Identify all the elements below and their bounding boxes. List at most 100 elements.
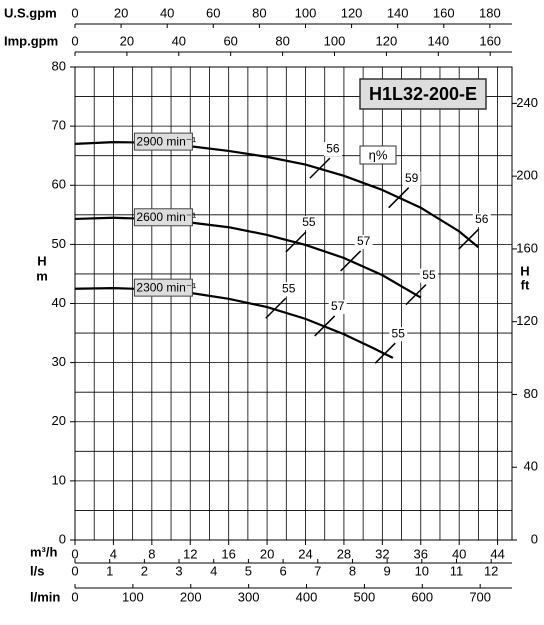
speed-label: 2900 min⁻¹ xyxy=(136,134,196,148)
secondary-tick-label: 6 xyxy=(279,563,286,578)
secondary-tick-label: 0 xyxy=(71,5,78,20)
secondary-axis-label: l/s xyxy=(30,563,44,578)
efficiency-mark xyxy=(405,284,427,306)
chart-title: H1L32-200-E xyxy=(369,84,477,104)
secondary-tick-label: 4 xyxy=(210,563,217,578)
secondary-tick-label: 700 xyxy=(469,589,491,604)
secondary-tick-label: 600 xyxy=(411,589,433,604)
y2-tick-label: 80 xyxy=(524,386,538,401)
y-tick-label: 40 xyxy=(52,295,66,310)
speed-label: 2600 min⁻¹ xyxy=(136,210,196,224)
efficiency-label-bg xyxy=(472,213,491,228)
secondary-tick-label: 5 xyxy=(245,563,252,578)
secondary-tick-label: 7 xyxy=(314,563,321,578)
secondary-axis-label: Imp.gpm xyxy=(4,33,58,48)
secondary-tick-label: 100 xyxy=(324,33,346,48)
x-axis-label: m³/h xyxy=(30,544,58,559)
x-tick-label: 16 xyxy=(221,546,235,561)
secondary-tick-label: 500 xyxy=(354,589,376,604)
y-axis-label: H xyxy=(37,253,46,268)
secondary-tick-label: 140 xyxy=(427,33,449,48)
x-tick-label: 4 xyxy=(110,546,117,561)
secondary-tick-label: 60 xyxy=(206,5,220,20)
efficiency-label: 56 xyxy=(475,212,489,226)
pump-curve xyxy=(74,140,480,249)
secondary-tick-label: 200 xyxy=(180,589,202,604)
y-tick-label: 70 xyxy=(52,118,66,133)
x-tick-label: 44 xyxy=(490,546,504,561)
secondary-tick-label: 20 xyxy=(114,5,128,20)
y-tick-label: 60 xyxy=(52,177,66,192)
efficiency-label-bg xyxy=(402,171,421,186)
efficiency-mark xyxy=(309,157,331,179)
efficiency-label: 55 xyxy=(282,281,296,295)
secondary-tick-label: 160 xyxy=(433,5,455,20)
secondary-tick-label: 0 xyxy=(71,563,78,578)
secondary-tick-label: 100 xyxy=(122,589,144,604)
x-tick-label: 36 xyxy=(414,546,428,561)
efficiency-label: 57 xyxy=(331,299,345,313)
speed-label-box xyxy=(133,278,193,297)
secondary-tick-label: 80 xyxy=(252,5,266,20)
efficiency-mark xyxy=(285,231,307,253)
secondary-tick-label: 120 xyxy=(341,5,363,20)
pump-curve xyxy=(74,287,394,359)
speed-label-box xyxy=(133,132,193,151)
secondary-tick-label: 180 xyxy=(479,5,501,20)
efficiency-mark xyxy=(388,187,410,209)
x-tick-label: 32 xyxy=(375,546,389,561)
efficiency-label: 59 xyxy=(405,171,419,185)
x-tick-label: 12 xyxy=(183,546,197,561)
efficiency-label: 55 xyxy=(302,215,316,229)
y2-tick-label: 40 xyxy=(524,459,538,474)
annotation-box xyxy=(359,145,397,165)
y-axis-unit: m xyxy=(36,268,48,283)
secondary-axis-label: l/min xyxy=(30,589,60,604)
efficiency-mark xyxy=(314,315,336,337)
efficiency-label-bg xyxy=(299,216,318,231)
title-box xyxy=(359,78,487,110)
secondary-tick-label: 10 xyxy=(415,563,429,578)
efficiency-label-bg xyxy=(279,282,298,297)
y2-tick-label: 160 xyxy=(516,240,538,255)
y-tick-label: 80 xyxy=(52,58,66,73)
secondary-tick-label: 11 xyxy=(450,563,464,578)
y2-axis-label: H xyxy=(520,263,529,278)
annotation: η% xyxy=(369,147,388,162)
efficiency-label: 55 xyxy=(392,326,406,340)
pump-curve xyxy=(74,216,422,299)
x-tick-label: 0 xyxy=(71,546,78,561)
secondary-tick-label: 0 xyxy=(71,33,78,48)
x-tick-label: 40 xyxy=(452,546,466,561)
y2-tick-label: 240 xyxy=(516,95,538,110)
secondary-tick-label: 0 xyxy=(71,589,78,604)
efficiency-label-bg xyxy=(419,268,438,283)
secondary-tick-label: 40 xyxy=(160,5,174,20)
y2-axis-unit: ft xyxy=(521,277,530,292)
secondary-tick-label: 2 xyxy=(141,563,148,578)
secondary-tick-label: 40 xyxy=(172,33,186,48)
secondary-tick-label: 140 xyxy=(387,5,409,20)
efficiency-mark xyxy=(458,228,480,250)
efficiency-label: 55 xyxy=(422,268,436,282)
x-tick-label: 24 xyxy=(298,546,312,561)
efficiency-label-bg xyxy=(389,327,408,342)
x-tick-label: 8 xyxy=(148,546,155,561)
secondary-tick-label: 160 xyxy=(479,33,501,48)
efficiency-label: 56 xyxy=(326,141,340,155)
speed-label: 2300 min⁻¹ xyxy=(136,280,196,294)
efficiency-mark xyxy=(340,250,362,272)
efficiency-label: 57 xyxy=(357,234,371,248)
efficiency-label-bg xyxy=(323,142,342,157)
secondary-tick-label: 1 xyxy=(106,563,113,578)
secondary-tick-label: 120 xyxy=(376,33,398,48)
secondary-tick-label: 60 xyxy=(223,33,237,48)
y2-tick-label: 0 xyxy=(531,531,538,546)
secondary-axis-label: U.S.gpm xyxy=(4,5,57,20)
y2-tick-label: 120 xyxy=(516,313,538,328)
efficiency-label-bg xyxy=(354,234,373,249)
speed-label-box xyxy=(133,208,193,227)
y-tick-label: 20 xyxy=(52,413,66,428)
